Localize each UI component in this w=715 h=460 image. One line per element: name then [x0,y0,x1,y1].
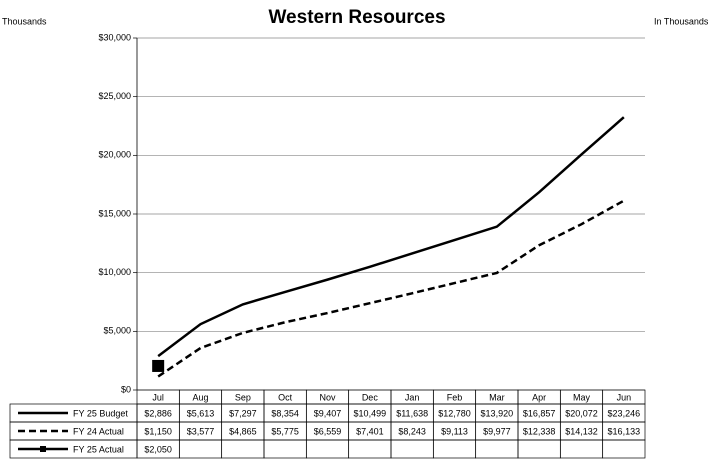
table-cell [263,439,307,459]
data-label: $12,780 [438,408,471,418]
table-cell [602,439,646,459]
series-line [157,116,625,358]
x-tick-label: Mar [489,392,505,402]
table-cell [432,439,477,459]
y-tick-label: $20,000 [98,150,131,160]
x-tick-label: Jul [152,392,164,402]
data-label: $5,775 [271,426,299,436]
y-tick-label: $15,000 [98,208,131,218]
data-label: $12,338 [523,426,556,436]
data-label: $9,113 [441,426,468,436]
x-tick-label: Feb [447,392,463,402]
data-label: $20,072 [565,408,598,418]
data-label: $6,559 [314,426,342,436]
y-tick-label: $25,000 [98,91,131,101]
data-label: $2,050 [144,444,172,454]
data-label: $14,132 [565,426,598,436]
data-label: $2,886 [144,408,172,418]
table-cell [178,439,223,459]
x-tick-label: Dec [362,392,379,402]
y-tick-label: $0 [121,384,131,394]
data-label: $4,865 [229,426,257,436]
data-label: $7,401 [356,426,384,436]
data-label: $5,613 [187,408,215,418]
data-label: $9,407 [314,408,342,418]
x-tick-label: Apr [532,392,546,402]
data-label: $8,354 [271,408,299,418]
x-tick-label: Jan [405,392,420,402]
series-line [157,199,625,378]
data-label: $10,499 [354,408,387,418]
table-cell [348,439,392,459]
y-tick-label: $5,000 [103,326,131,336]
data-marker [152,359,165,372]
table-cell [305,439,350,459]
table-cell [517,439,561,459]
y-tick-label: $10,000 [98,267,131,277]
legend-marker [40,446,46,452]
table-cell [390,439,434,459]
x-tick-label: Oct [278,392,293,402]
x-tick-label: Jun [617,392,632,402]
x-tick-label: Sep [235,392,251,402]
data-label: $16,133 [608,426,641,436]
legend-label: FY 25 Budget [73,408,128,418]
x-tick-label: Aug [192,392,208,402]
data-label: $7,297 [229,408,257,418]
table-cell [559,439,604,459]
x-tick-label: Nov [319,392,336,402]
data-label: $16,857 [523,408,556,418]
legend-label: FY 24 Actual [73,426,124,436]
chart-title: Western Resources [268,7,445,28]
right-note: In Thousands [654,16,709,26]
data-label: $9,977 [483,426,511,436]
left-note: Thousands [2,16,47,26]
legend-label: FY 25 Actual [73,444,124,454]
data-label: $1,150 [144,426,172,436]
data-label: $11,638 [396,408,428,418]
data-label: $8,243 [398,426,426,436]
y-tick-label: $30,000 [98,32,131,42]
table-cell [475,439,519,459]
data-label: $13,920 [481,408,514,418]
table-cell [221,439,265,459]
data-label: $23,246 [608,408,641,418]
data-label: $3,577 [187,426,215,436]
x-tick-label: May [573,392,591,402]
